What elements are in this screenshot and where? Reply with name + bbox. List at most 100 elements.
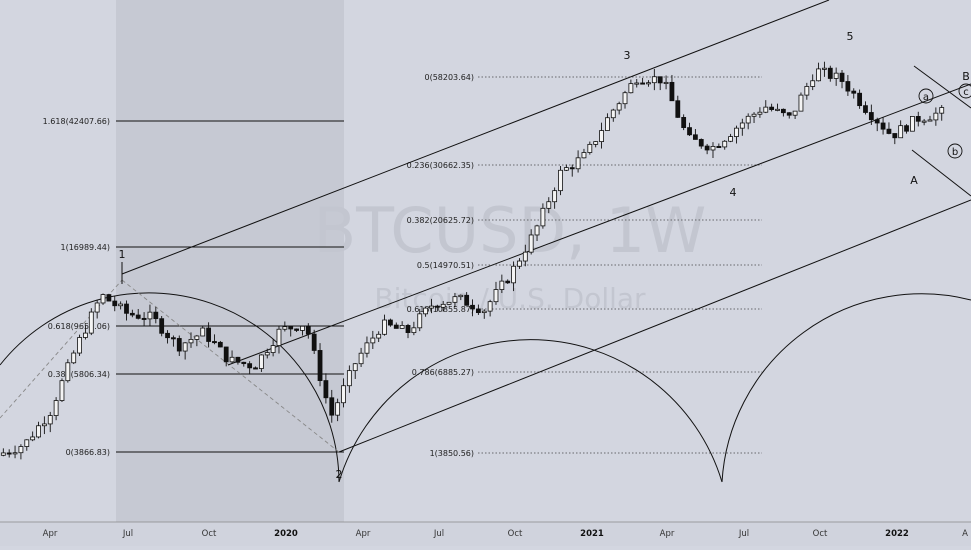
candle-down	[874, 119, 880, 124]
candle-down	[329, 397, 335, 416]
candle-up	[71, 352, 77, 364]
fib-right-label: 1(3850.56)	[430, 449, 474, 458]
candle-up	[646, 82, 651, 85]
candle-up	[30, 436, 36, 441]
candle-up	[575, 157, 581, 170]
candle-up	[417, 313, 423, 329]
candle-up	[83, 332, 88, 338]
sub-wave-label-b: b	[952, 147, 958, 158]
candle-up	[605, 117, 610, 131]
candle-down	[839, 72, 845, 82]
candle-up	[593, 141, 599, 145]
candle-down	[464, 294, 470, 306]
candle-up	[59, 380, 65, 401]
candle-up	[276, 328, 282, 346]
candle-up	[622, 92, 628, 105]
corrective-line-a	[913, 65, 971, 109]
wave-label-2: 2	[336, 468, 343, 481]
candle-up	[517, 260, 522, 267]
candle-up	[352, 363, 358, 372]
x-tick-label: Oct	[813, 529, 828, 539]
candle-up	[346, 370, 352, 387]
candle-down	[845, 81, 851, 92]
candle-down	[288, 326, 294, 330]
channel-upper-line	[121, 0, 830, 275]
candle-up	[77, 337, 82, 354]
x-tick-label: Apr	[356, 529, 371, 539]
cycle-arc	[338, 339, 723, 483]
candle-up	[792, 110, 798, 116]
candle-up	[423, 307, 429, 315]
fib-right-label: 0.382(20625.72)	[407, 216, 474, 225]
candle-up	[734, 127, 739, 137]
candle-up	[118, 303, 124, 307]
candle-up	[335, 402, 341, 416]
candle-up	[610, 109, 616, 119]
candle-up	[399, 325, 405, 329]
candle-up	[18, 446, 24, 454]
fib-shaded-zone	[116, 0, 344, 522]
candle-down	[475, 308, 481, 314]
candle-down	[716, 145, 722, 148]
candle-down	[505, 280, 511, 284]
wave-label-4: 4	[730, 186, 737, 199]
candle-down	[135, 314, 141, 319]
candle-down	[904, 125, 909, 132]
candle-down	[698, 139, 704, 147]
candle-up	[534, 225, 540, 236]
candle-down	[112, 300, 118, 307]
candle-up	[581, 152, 587, 159]
candle-up	[229, 356, 235, 363]
candle-down	[470, 304, 475, 310]
time-axis-ticks: Apr Jul Oct 2020 Apr Jul Oct 2021 Apr Ju…	[43, 529, 969, 539]
x-tick-label: A	[962, 529, 968, 539]
candle-down	[769, 106, 775, 110]
sub-wave-circle	[958, 83, 971, 99]
candle-down	[687, 127, 692, 136]
candle-up	[499, 280, 505, 290]
candle-up	[751, 113, 757, 117]
channel-lower-line	[338, 199, 971, 453]
wave-label-3: 3	[624, 49, 631, 62]
candle-up	[382, 319, 387, 335]
candle-up	[147, 311, 153, 320]
candle-up	[898, 125, 904, 139]
fib-left-label: 0.618(9652.06)	[48, 322, 110, 331]
candle-down	[294, 328, 299, 331]
candle-up	[921, 120, 927, 123]
candle-down	[640, 82, 646, 85]
fib-left-label: 1.618(42407.66)	[43, 117, 110, 126]
candle-down	[657, 76, 663, 84]
time-axis-bar[interactable]	[0, 522, 971, 546]
x-tick-label: 2021	[580, 529, 604, 539]
sub-wave-labels: a b c	[918, 83, 971, 159]
candle-down	[305, 325, 311, 335]
candle-down	[434, 305, 440, 308]
fib-right-label: 0.786(6885.27)	[412, 368, 474, 377]
candle-up	[763, 106, 769, 113]
candle-down	[106, 294, 112, 302]
candle-down	[311, 333, 317, 351]
candle-up	[628, 83, 634, 94]
candle-up	[546, 201, 552, 209]
candle-up	[616, 103, 622, 111]
candle-up	[194, 335, 200, 340]
x-tick-label: Jul	[122, 529, 133, 539]
candle-down	[786, 112, 792, 116]
candle-up	[833, 72, 839, 79]
candle-up	[722, 140, 728, 148]
candle-up	[41, 423, 47, 427]
candle-up	[757, 111, 763, 115]
candle-up	[24, 439, 30, 447]
candle-up	[511, 265, 516, 284]
candle-up	[745, 115, 751, 124]
watermark-symbol: BTCUSD, 1W	[314, 194, 707, 267]
candle-up	[282, 326, 288, 330]
sub-wave-label-c: c	[963, 87, 969, 98]
candle-up	[710, 145, 716, 151]
wave-label-1: 1	[119, 248, 126, 261]
candle-up	[446, 301, 452, 305]
candle-down	[405, 325, 411, 334]
sub-wave-circle	[947, 143, 963, 159]
